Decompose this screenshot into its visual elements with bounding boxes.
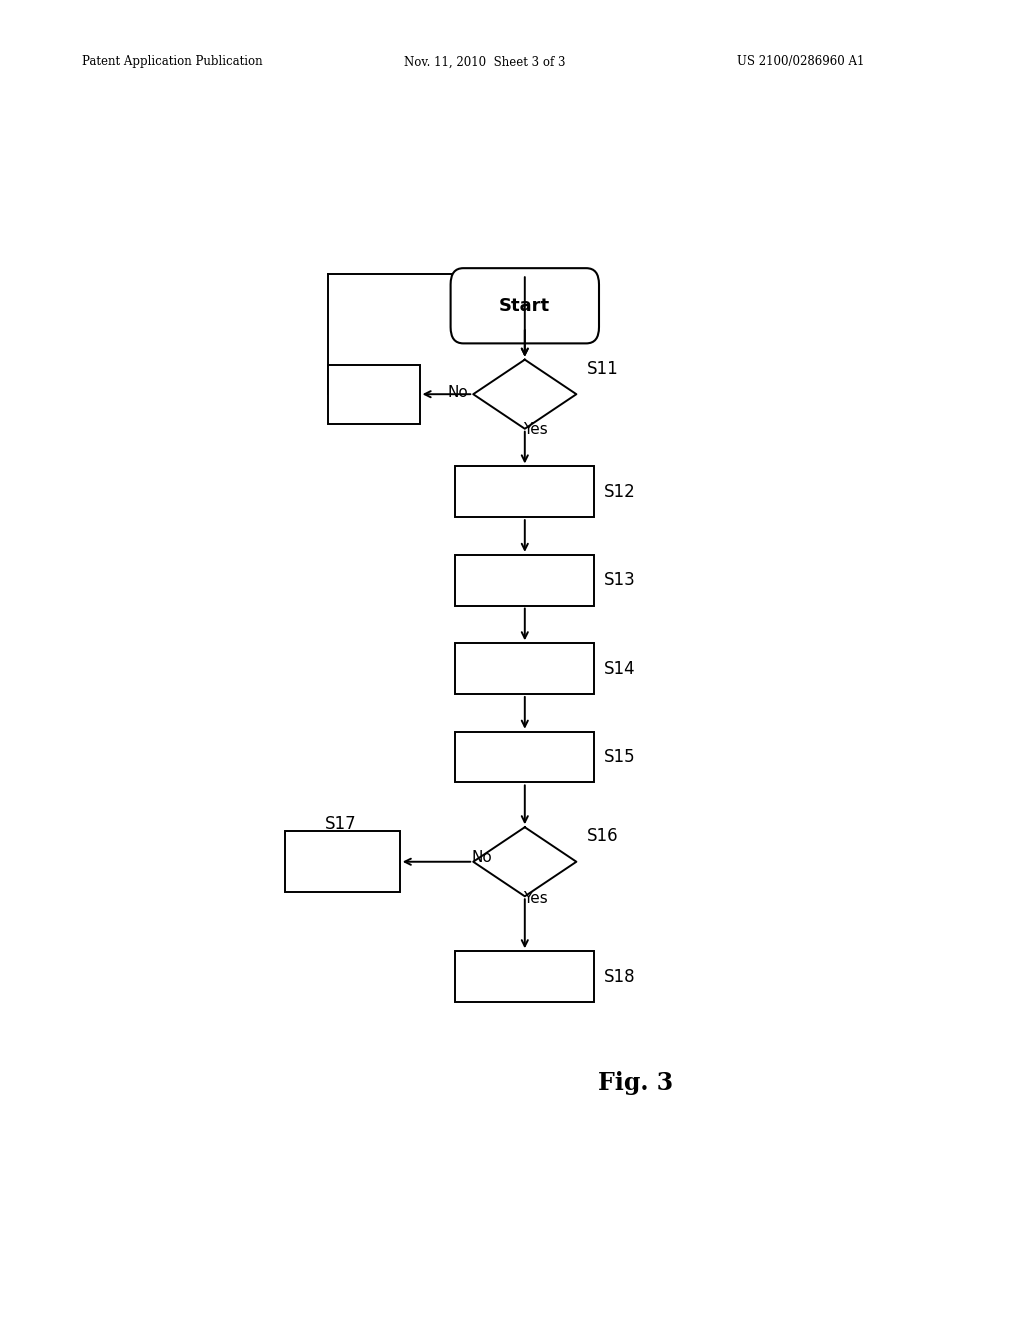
- Bar: [456, 643, 594, 694]
- Text: Start: Start: [500, 297, 550, 314]
- Text: S11: S11: [587, 360, 618, 378]
- Text: Patent Application Publication: Patent Application Publication: [82, 55, 262, 69]
- Bar: [285, 832, 399, 892]
- Bar: [456, 554, 594, 606]
- Text: S12: S12: [604, 483, 636, 500]
- Text: Nov. 11, 2010  Sheet 3 of 3: Nov. 11, 2010 Sheet 3 of 3: [404, 55, 566, 69]
- Polygon shape: [473, 828, 577, 896]
- Polygon shape: [473, 359, 577, 429]
- Text: Yes: Yes: [523, 891, 548, 906]
- Text: S16: S16: [587, 828, 618, 845]
- Bar: [456, 466, 594, 517]
- Text: Yes: Yes: [523, 422, 548, 437]
- Text: No: No: [447, 384, 469, 400]
- Text: US 2100/0286960 A1: US 2100/0286960 A1: [737, 55, 864, 69]
- FancyBboxPatch shape: [451, 268, 599, 343]
- Text: S18: S18: [604, 968, 636, 986]
- Bar: [329, 364, 420, 424]
- Text: S13: S13: [604, 572, 636, 589]
- Text: S15: S15: [604, 748, 636, 766]
- Bar: [456, 731, 594, 783]
- Text: S17: S17: [325, 816, 356, 833]
- Text: No: No: [472, 850, 493, 865]
- Text: Fig. 3: Fig. 3: [598, 1072, 674, 1096]
- Bar: [456, 952, 594, 1002]
- Text: S14: S14: [604, 660, 636, 677]
